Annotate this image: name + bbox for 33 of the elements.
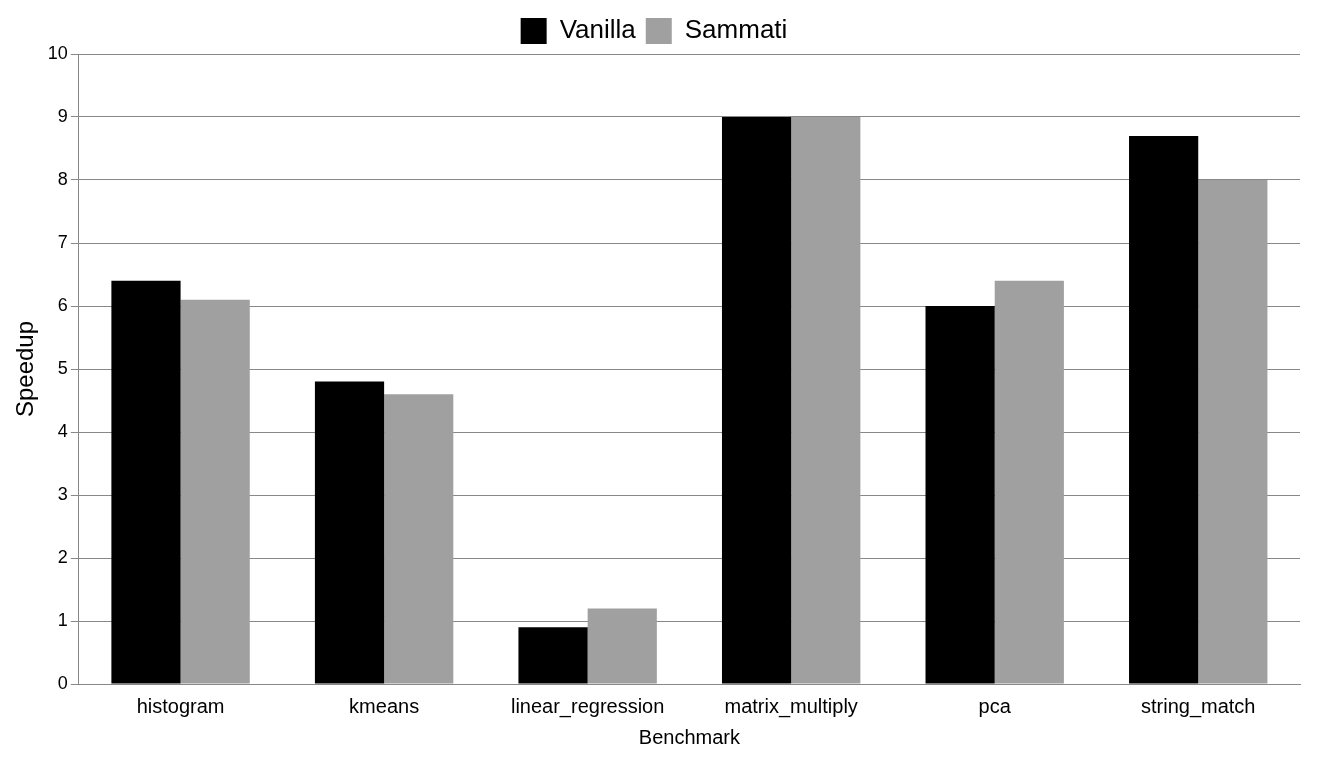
y-tick-label: 10 [47, 42, 68, 63]
bar [314, 381, 385, 684]
y-tick-label: 9 [57, 105, 68, 126]
bar [994, 280, 1064, 684]
bar [111, 280, 181, 684]
bar [518, 627, 588, 684]
x-tick-label: linear_regression [510, 694, 665, 718]
x-tick-label: pca [978, 694, 1012, 717]
bar [1198, 180, 1268, 684]
bar [791, 117, 861, 684]
bar [1129, 135, 1199, 684]
x-tick-label: matrix_multiply [724, 694, 858, 718]
y-tick-label: 2 [57, 546, 68, 567]
bar [180, 299, 250, 684]
bar [925, 306, 995, 684]
x-tick-label: string_match [1140, 694, 1256, 718]
y-tick-label: 3 [57, 483, 68, 504]
y-tick-label: 0 [57, 672, 68, 693]
y-axis-title: Speedup [11, 320, 39, 418]
y-tick-label: 6 [57, 294, 68, 315]
y-tick-label: 7 [57, 231, 68, 252]
x-axis-title: Benchmark [638, 725, 741, 748]
legend-label: Sammati [684, 14, 788, 45]
bar [384, 394, 454, 684]
y-tick-label: 5 [57, 357, 68, 378]
x-tick-label: histogram [136, 694, 225, 717]
legend-label: Vanilla [559, 14, 637, 45]
x-tick-label: kmeans [349, 694, 420, 717]
y-tick-label: 4 [57, 420, 68, 441]
bar [721, 117, 792, 684]
bar [587, 608, 657, 684]
y-tick-label: 8 [57, 168, 68, 189]
y-tick-label: 1 [57, 609, 68, 630]
